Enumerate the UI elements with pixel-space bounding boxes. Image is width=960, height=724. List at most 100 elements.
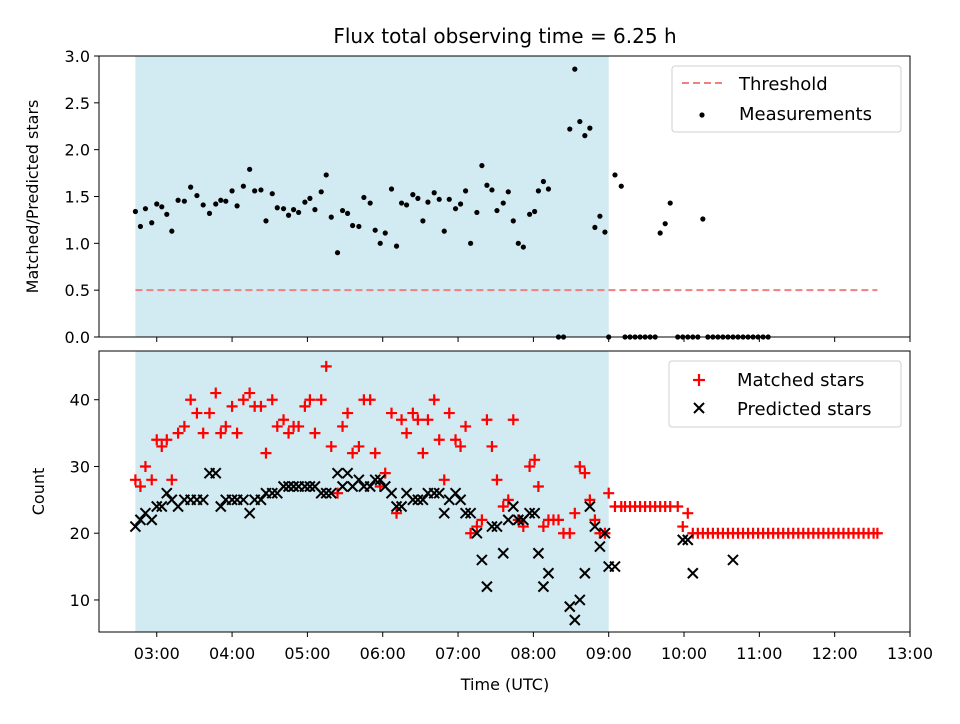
measurements-point [572, 66, 578, 72]
measurements-point [307, 195, 313, 201]
matched-stars-point [438, 474, 450, 486]
y-tick-label: 0.5 [65, 281, 90, 300]
predicted-stars-point [449, 487, 462, 499]
matched-stars-point [552, 514, 564, 526]
matched-stars-point [231, 427, 243, 439]
predicted-stars-point [502, 514, 514, 526]
matched-stars-point [178, 420, 190, 432]
measurements-point [462, 188, 469, 194]
matched-stars-point [172, 427, 184, 439]
measurements-point [515, 240, 521, 246]
measurements-point [269, 191, 275, 197]
x-tick-label: 07:00 [435, 644, 481, 663]
matched-stars-point [191, 407, 203, 419]
matched-stars-point [537, 521, 549, 533]
matched-stars-point [129, 474, 141, 486]
matched-stars-point [278, 414, 290, 426]
measurements-point [318, 189, 324, 195]
matched-stars-point [460, 420, 472, 432]
predicted-stars-point [682, 534, 694, 546]
top-shaded-window [135, 56, 609, 337]
measurements-point [213, 201, 219, 207]
measurements-point [468, 240, 474, 246]
matched-stars-point [146, 474, 158, 486]
matched-stars-point [486, 440, 498, 452]
matched-stars-point [139, 460, 151, 472]
matched-stars-point [203, 407, 215, 419]
measurements-point [587, 125, 593, 131]
matched-stars-point [589, 514, 601, 526]
measurements-point [479, 162, 485, 169]
bottom-y-axis: 10 20 30 40 [70, 391, 99, 610]
measurements-point [372, 227, 378, 233]
predicted-stars-point [599, 527, 611, 539]
predicted-stars-point [255, 494, 267, 506]
matched-stars-point [379, 467, 391, 479]
bottom-legend: Matched stars Predicted stars [668, 360, 902, 428]
matched-stars-legend-label: Matched stars [737, 370, 864, 391]
measurements-point [602, 229, 608, 235]
matched-stars-point [161, 434, 173, 446]
bottom-y-axis-label: Count [29, 468, 48, 516]
predicted-stars-point [464, 507, 477, 519]
matched-stars-point [569, 507, 581, 519]
matched-stars-point [481, 414, 493, 426]
predicted-stars-point [454, 494, 467, 506]
predicted-stars-point [325, 487, 337, 499]
measurements-point [474, 209, 480, 216]
x-axis-label: Time (UTC) [460, 675, 549, 694]
predicted-stars-point [537, 580, 550, 593]
bottom-legend-box [668, 360, 902, 428]
predicted-stars-point [237, 494, 250, 506]
matched-stars-point [166, 474, 178, 486]
measurements-point [540, 178, 547, 185]
matched-stars-point [337, 420, 349, 432]
matched-stars-point [244, 387, 256, 399]
measurements-point [582, 133, 588, 139]
measurements-point [296, 209, 302, 216]
predicted-stars-point [226, 494, 238, 506]
matched-stars-point [455, 440, 467, 452]
x-tick-label: 06:00 [360, 644, 406, 663]
matched-stars-point [226, 400, 238, 412]
predicted-stars-point [299, 480, 311, 493]
measurements-point [175, 197, 181, 203]
measurements-point [258, 187, 264, 193]
matched-stars-point [283, 427, 295, 439]
predicted-stars-point [542, 567, 555, 579]
measurements-point [393, 243, 400, 249]
y-tick-label: 20 [70, 524, 90, 543]
predicted-stars-point [364, 480, 376, 493]
x-tick-label: 11:00 [736, 644, 782, 663]
matched-stars-point [407, 407, 419, 419]
measurements-point [344, 210, 351, 216]
matched-stars-point [342, 407, 354, 419]
predicted-stars-point [407, 494, 419, 506]
bottom-plot-frame [98, 350, 911, 633]
predicted-stars-point [532, 547, 545, 559]
measurements-point [415, 195, 421, 201]
predicted-stars-point [589, 520, 601, 533]
measurements-point [218, 197, 224, 203]
measurements-point [229, 188, 235, 194]
measurements-point [349, 222, 356, 229]
measurements-point [137, 223, 144, 230]
matched-stars-point [237, 394, 249, 406]
matched-stars-point [293, 420, 305, 432]
measurements-point [535, 188, 541, 194]
predicted-stars-point [215, 500, 227, 513]
predicted-stars-point [594, 540, 606, 553]
measurements-point [285, 212, 292, 218]
measurements-point [164, 211, 170, 217]
y-tick-label: 2.0 [65, 141, 90, 160]
measurements-point [132, 208, 139, 215]
matched-stars-point [532, 480, 544, 492]
matched-stars-point [465, 527, 477, 539]
top-y-axis-label: Matched/Predicted stars [23, 100, 42, 294]
predicted-stars-point [512, 514, 525, 526]
measurements-point [484, 182, 490, 188]
measurements-point [200, 202, 206, 208]
measurements-point [452, 206, 459, 212]
measurements-point [290, 207, 297, 213]
